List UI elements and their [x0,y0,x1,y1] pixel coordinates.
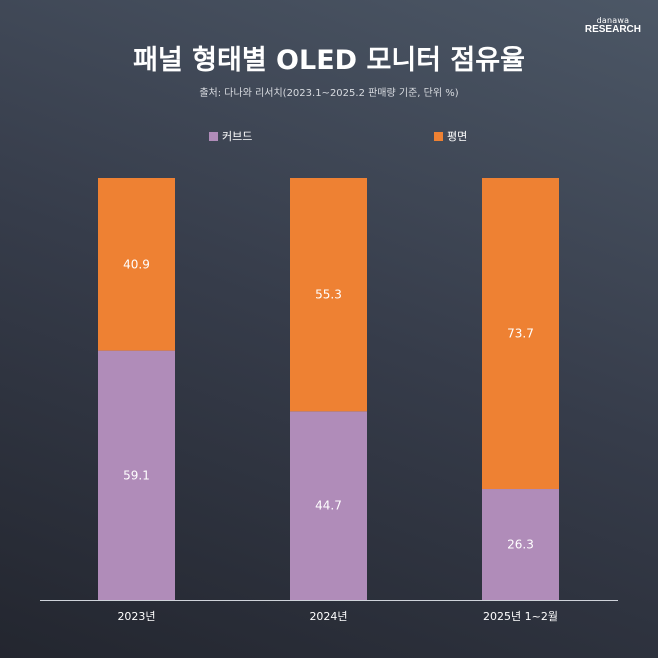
bar-segment [290,178,367,412]
bar-segment [98,350,175,600]
x-tick-label: 2024년 [309,610,347,623]
bar-segment [98,178,175,351]
logo-line1: danawa [596,16,630,25]
bar-segment [482,489,559,600]
legend-swatch [434,131,443,141]
bar-segment [290,411,367,600]
legend-label: 커브드 [222,130,253,143]
data-label: 40.9 [123,257,150,271]
data-label: 44.7 [315,499,342,513]
chart-title: 패널 형태별 OLED 모니터 점유율 [133,45,525,76]
legend-swatch [209,131,218,141]
bar-segment [482,178,559,490]
data-label: 59.1 [123,468,150,482]
data-label: 26.3 [507,538,534,552]
x-tick-label: 2025년 1~2월 [483,610,558,623]
x-tick-label: 2023년 [117,610,155,623]
data-label: 73.7 [507,327,534,341]
danawa-research-logo: danawa RESEARCH [585,17,641,35]
logo-line2: RESEARCH [584,24,641,35]
data-label: 55.3 [315,288,342,302]
legend-item-flat: 평면 [434,128,467,144]
legend-label: 평면 [447,130,468,143]
legend-item-curved: 커브드 [209,128,252,144]
chart-subtitle: 출처: 다나와 리서치(2023.1~2025.2 판매량 기준, 단위 %) [199,88,459,99]
